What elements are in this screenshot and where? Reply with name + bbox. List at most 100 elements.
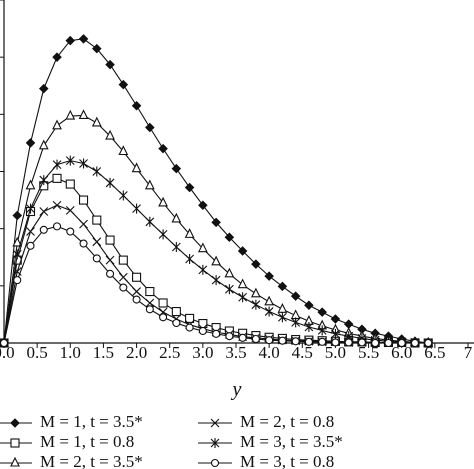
- marker: [410, 338, 420, 348]
- marker: [264, 306, 274, 317]
- x-tick-label: 1.5: [93, 343, 114, 362]
- legend-item: M = 3, t = 3.5*: [198, 432, 343, 451]
- marker: [158, 143, 168, 154]
- legend-item: M = 3, t = 0.8: [198, 452, 334, 469]
- marker: [38, 83, 49, 94]
- legend-label: M = 2, t = 3.5*: [40, 452, 143, 469]
- marker: [79, 239, 88, 248]
- legend-item: M = 2, t = 3.5*: [0, 452, 143, 469]
- marker: [264, 295, 275, 306]
- marker: [118, 145, 129, 156]
- marker: [185, 323, 194, 332]
- marker: [105, 235, 115, 245]
- marker: [145, 286, 155, 297]
- marker: [132, 272, 142, 282]
- marker: [65, 155, 75, 166]
- marker: [145, 298, 155, 308]
- marker: [184, 182, 195, 193]
- marker: [38, 139, 49, 150]
- marker: [0, 338, 9, 348]
- marker: [52, 52, 62, 62]
- marker: [265, 336, 274, 345]
- x-axis-label: y: [231, 379, 242, 401]
- marker: [145, 216, 155, 227]
- marker: [145, 305, 154, 314]
- marker: [278, 312, 287, 323]
- x-tick-label: 3.0: [192, 343, 213, 362]
- marker: [52, 159, 62, 170]
- marker: [210, 438, 220, 448]
- marker: [397, 338, 406, 348]
- marker: [26, 241, 35, 250]
- marker: [26, 203, 35, 214]
- marker: [119, 283, 128, 292]
- marker: [106, 269, 115, 278]
- marker: [424, 338, 433, 348]
- marker: [65, 109, 76, 120]
- marker: [264, 271, 274, 281]
- marker: [13, 276, 22, 285]
- marker: [210, 458, 220, 468]
- marker: [211, 255, 222, 266]
- marker: [250, 287, 261, 298]
- marker: [10, 418, 20, 428]
- legend-item: M = 1, t = 0.8: [0, 432, 134, 451]
- marker: [171, 163, 182, 174]
- marker: [172, 318, 181, 328]
- marker: [39, 225, 48, 234]
- marker: [65, 35, 76, 46]
- marker: [118, 190, 128, 201]
- marker: [10, 438, 20, 448]
- marker: [224, 232, 235, 243]
- marker: [211, 217, 221, 228]
- marker: [78, 34, 89, 44]
- marker: [26, 227, 35, 236]
- marker: [39, 175, 49, 186]
- marker: [132, 287, 141, 296]
- marker: [317, 325, 327, 336]
- marker: [105, 177, 115, 188]
- marker: [92, 237, 102, 247]
- marker: [105, 255, 115, 265]
- marker: [65, 205, 75, 215]
- marker: [251, 334, 260, 344]
- marker: [304, 300, 314, 311]
- marker: [52, 222, 62, 231]
- marker: [343, 319, 354, 329]
- x-tick-label: 2.0: [126, 343, 147, 362]
- marker: [25, 138, 36, 148]
- marker: [118, 79, 129, 90]
- x-tick-label: 7: [464, 343, 473, 362]
- marker: [10, 456, 20, 467]
- marker: [171, 212, 182, 223]
- marker: [224, 267, 235, 278]
- marker: [12, 249, 22, 260]
- marker: [79, 158, 88, 169]
- marker: [212, 329, 221, 338]
- marker: [357, 338, 366, 347]
- marker: [118, 255, 128, 265]
- marker: [144, 179, 155, 190]
- legend-label: M = 1, t = 0.8: [40, 432, 134, 451]
- marker: [92, 166, 102, 177]
- marker: [52, 200, 62, 210]
- marker: [344, 338, 353, 347]
- marker: [78, 109, 89, 120]
- x-tick-label: 4.0: [259, 343, 280, 362]
- legend-item: M = 2, t = 0.8: [198, 412, 334, 431]
- legend-item: M = 1, t = 3.5*: [0, 412, 143, 431]
- legend-label: M = 1, t = 3.5*: [40, 412, 143, 431]
- marker: [52, 173, 62, 183]
- x-tick-label: 6.0: [391, 343, 412, 362]
- marker: [237, 278, 248, 289]
- x-tick-label: 6.5: [424, 343, 445, 362]
- marker: [39, 207, 49, 216]
- marker: [225, 332, 234, 341]
- marker: [224, 284, 234, 295]
- legend-label: M = 3, t = 3.5*: [240, 432, 343, 451]
- x-tick-label: 5.0: [325, 343, 346, 362]
- marker: [92, 254, 101, 263]
- marker: [330, 314, 341, 324]
- x-tick-label: 1.0: [60, 343, 81, 362]
- marker: [238, 292, 248, 303]
